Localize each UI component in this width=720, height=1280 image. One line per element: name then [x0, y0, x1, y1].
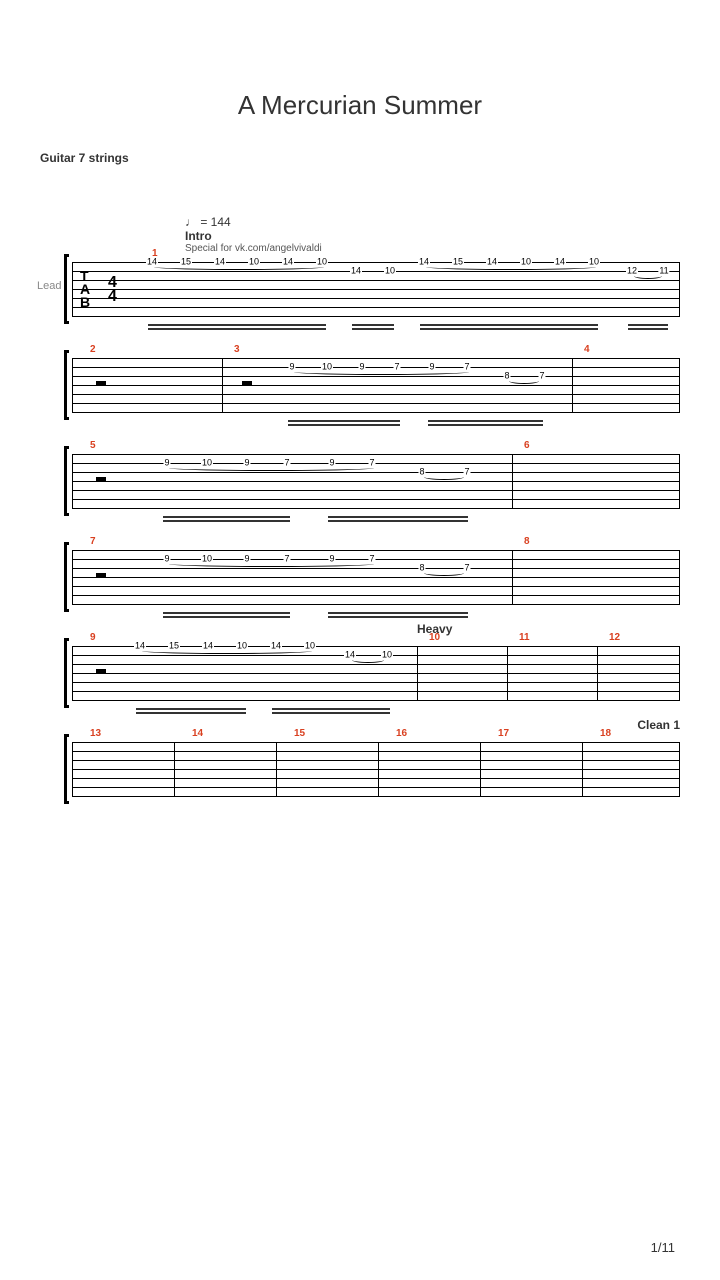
time-signature: 44 — [108, 276, 117, 304]
fret: 10 — [384, 267, 396, 276]
measure-number: 18 — [600, 728, 611, 739]
tempo-marking: ♩ = 144 — [185, 215, 680, 229]
measure-number: 17 — [498, 728, 509, 739]
section-intro: Intro — [185, 229, 680, 243]
measure-number: 16 — [396, 728, 407, 739]
staff-row-3: 5 6 9 10 9 7 9 7 8 7 — [40, 454, 680, 508]
measure-number: 6 — [524, 440, 530, 451]
rest — [96, 477, 106, 481]
staff-row-6: Clean 1 13 14 15 16 17 18 — [40, 742, 680, 796]
measure-number: 13 — [90, 728, 101, 739]
measure-number: 11 — [519, 632, 530, 643]
measure-number: 7 — [90, 536, 96, 547]
measure-number: 3 — [234, 344, 240, 355]
measure-number: 4 — [584, 344, 590, 355]
staff-row-4: 7 8 9 10 9 7 9 7 8 7 — [40, 550, 680, 604]
fret: 14 — [350, 267, 362, 276]
measure-number: 14 — [192, 728, 203, 739]
measure-number: 15 — [294, 728, 305, 739]
rest — [242, 381, 252, 385]
measure-number: 5 — [90, 440, 96, 451]
measure-number: 8 — [524, 536, 530, 547]
instrument-subtitle: Guitar 7 strings — [40, 151, 680, 165]
staff-row-1: Lead TAB 44 1 14 15 14 10 14 10 14 10 14… — [40, 262, 680, 316]
fret: 7 — [538, 372, 545, 381]
measure-number: 9 — [90, 632, 96, 643]
section-clean: Clean 1 — [637, 718, 680, 732]
rest — [96, 669, 106, 673]
tempo-block: ♩ = 144 Intro Special for vk.com/angelvi… — [185, 215, 680, 254]
rest — [96, 573, 106, 577]
song-title: A Mercurian Summer — [40, 90, 680, 121]
staff-row-5: Heavy 9 10 11 12 14 15 14 10 14 10 14 10 — [40, 646, 680, 700]
measure-number: 12 — [609, 632, 620, 643]
measure-number: 10 — [429, 632, 440, 643]
rest — [96, 381, 106, 385]
page-number: 1/11 — [651, 1240, 675, 1255]
tab-clef: TAB — [80, 270, 90, 309]
fret: 7 — [463, 468, 470, 477]
lead-label: Lead — [37, 280, 61, 292]
staff-row-2: 2 3 4 9 10 9 7 9 7 8 7 — [40, 358, 680, 412]
measure-number: 2 — [90, 344, 96, 355]
credit-text: Special for vk.com/angelvivaldi — [185, 243, 680, 254]
fret: 7 — [463, 564, 470, 573]
